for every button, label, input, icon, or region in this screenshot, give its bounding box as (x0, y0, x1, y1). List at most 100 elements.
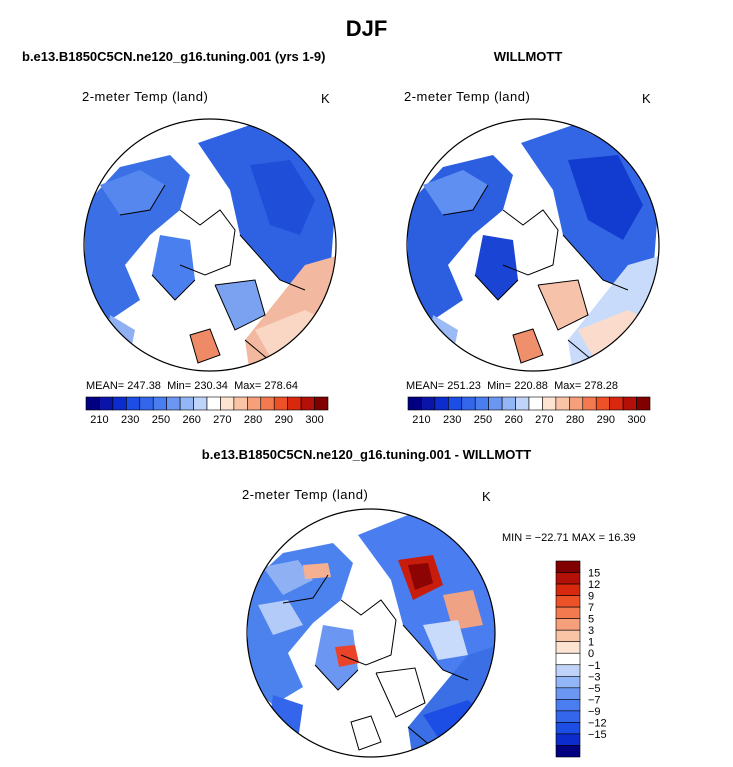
colorbar-tick-label: 280 (244, 414, 262, 426)
colorbar-swatch (528, 396, 543, 411)
colorbar-swatch (555, 629, 581, 643)
colorbar-swatch (260, 396, 275, 411)
diff-field-label: 2-meter Temp (land) (242, 487, 369, 502)
colorbar-tick-label: 250 (474, 414, 492, 426)
diff-minmax-label: MIN = −22.71 MAX = 16.39 (502, 532, 636, 544)
colorbar-tick-label: 290 (597, 414, 615, 426)
colorbar-swatch (126, 396, 141, 411)
colorbar-swatch (555, 583, 581, 596)
colorbar-swatch (193, 396, 208, 411)
land-temperature-field (408, 125, 659, 371)
colorbar-swatch (555, 572, 581, 585)
colorbar-swatch (85, 396, 100, 411)
colorbar-swatch (555, 745, 581, 758)
colorbar-swatch (555, 606, 581, 619)
map-boundary (83, 118, 337, 372)
colorbar-swatch (247, 396, 262, 411)
colorbar-tick-label: −1 (588, 660, 601, 672)
colorbar-tick-label: 3 (588, 625, 594, 637)
colorbar-tick-label: 210 (90, 414, 108, 426)
panel-2-colorbar: 210 230 250 260 270 280 290 300 (407, 396, 651, 426)
colorbar-tick-label: 260 (504, 414, 522, 426)
colorbar-tick-label: 230 (443, 414, 461, 426)
colorbar-swatch (555, 699, 581, 712)
colorbar-tick-label: −15 (588, 729, 607, 741)
colorbar-tick-label: 210 (412, 414, 430, 426)
colorbar-tick-label: −9 (588, 706, 601, 718)
colorbar-tick-label: −3 (588, 671, 601, 683)
colorbar-tick-label: −5 (588, 683, 601, 695)
panel-1-colorbar: 210 230 250 260 270 280 290 300 (85, 396, 329, 426)
colorbar-swatch (555, 733, 581, 746)
colorbar-tick-label: −7 (588, 694, 601, 706)
panel-1-case-title: b.e13.B1850C5CN.ne120_g16.tuning.001 (yr… (22, 49, 326, 64)
colorbar-swatch (179, 396, 194, 411)
colorbar-swatch (152, 396, 167, 411)
colorbar-tick-label: 280 (566, 414, 584, 426)
colorbar-swatch (582, 396, 597, 411)
colorbar-swatch (555, 618, 581, 631)
colorbar-swatch (474, 396, 489, 411)
diff-polar-map (246, 508, 496, 758)
colorbar-tick-label: 300 (627, 414, 645, 426)
colorbar-tick-label: 7 (588, 602, 594, 614)
panel-1-field-label: 2-meter Temp (land) (82, 89, 209, 104)
mean-label: MEAN= (86, 380, 125, 392)
colorbar-swatch (555, 675, 581, 689)
colorbar-swatch (555, 664, 581, 677)
colorbar-swatch (273, 396, 288, 411)
colorbar-swatch (461, 396, 476, 411)
colorbar-swatch (501, 396, 516, 411)
colorbar-swatch (220, 396, 235, 411)
max-value: 278.28 (584, 380, 618, 392)
colorbar-swatch (448, 396, 463, 411)
colorbar-swatch (622, 396, 637, 411)
coastlines (442, 184, 629, 366)
colorbar-tick-label: 1 (588, 637, 594, 649)
min-value: 220.88 (514, 380, 548, 392)
panel-2-polar-map (406, 118, 660, 372)
panel-2-stats: MEAN= 251.23 Min= 220.88 Max= 278.28 (406, 380, 618, 392)
min-label: Min= (487, 380, 512, 392)
colorbar-swatch (233, 396, 248, 411)
colorbar-swatch (112, 396, 127, 411)
colorbar-swatch (515, 396, 530, 411)
colorbar-swatch (555, 641, 581, 654)
coastlines (282, 574, 469, 753)
min-value: 230.34 (194, 380, 228, 392)
panel-2-field-label: 2-meter Temp (land) (404, 89, 531, 104)
colorbar-tick-label: 270 (535, 414, 553, 426)
map-boundary (246, 508, 496, 758)
mean-label: MEAN= (406, 380, 445, 392)
colorbar-tick-label: 5 (588, 614, 594, 626)
temperature-difference-field (248, 513, 495, 757)
colorbar-swatch (488, 396, 503, 411)
colorbar-tick-label: 300 (305, 414, 323, 426)
colorbar-swatch (206, 396, 221, 411)
colorbar-swatch (421, 396, 436, 411)
map-boundary (406, 118, 660, 372)
colorbar-swatch (555, 710, 581, 723)
colorbar-swatch (300, 396, 315, 411)
colorbar-swatch (595, 396, 610, 411)
max-value: 278.64 (264, 380, 298, 392)
colorbar-tick-label: 270 (213, 414, 231, 426)
colorbar-tick-label: −12 (588, 717, 607, 729)
max-label: Max= (234, 380, 262, 392)
figure-title: DJF (345, 16, 388, 41)
colorbar-tick-label: 0 (588, 648, 594, 660)
colorbar-swatch (314, 396, 329, 411)
colorbar-swatch (636, 396, 651, 411)
colorbar-swatch (555, 687, 581, 700)
colorbar-swatch (99, 396, 114, 411)
colorbar-swatch (555, 396, 570, 411)
min-label: Min= (167, 380, 192, 392)
mean-value: 251.23 (447, 380, 481, 392)
diff-case-title: b.e13.B1850C5CN.ne120_g16.tuning.001 - W… (201, 447, 532, 462)
colorbar-swatch (555, 722, 581, 735)
diff-units-label: K (482, 489, 492, 504)
max-label: Max= (554, 380, 582, 392)
panel-1-polar-map (83, 118, 337, 372)
colorbar-tick-label: 290 (275, 414, 293, 426)
colorbar-swatch (555, 560, 581, 573)
